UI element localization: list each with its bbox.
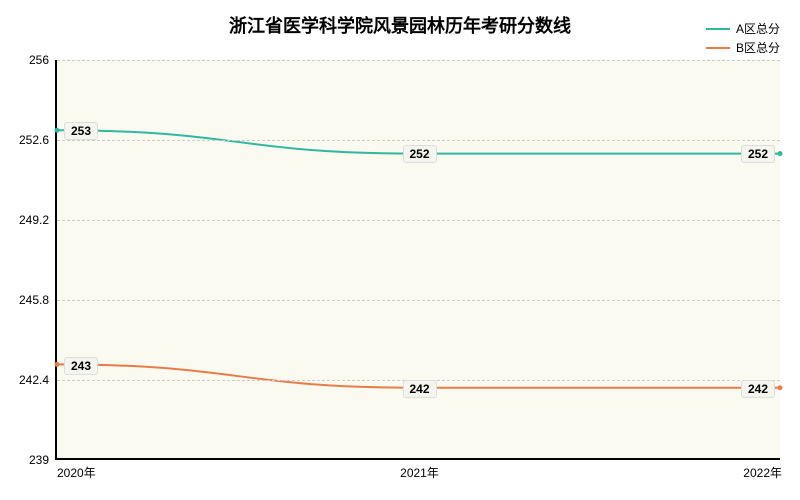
y-tick-label: 245.8	[19, 293, 57, 307]
y-tick-label: 256	[29, 53, 57, 67]
legend-item-a: A区总分	[706, 20, 780, 37]
legend: A区总分 B区总分	[706, 20, 780, 58]
y-tick-label: 252.6	[19, 133, 57, 147]
chart-container: 浙江省医学科学院风景园林历年考研分数线 A区总分 B区总分 239242.424…	[0, 0, 800, 500]
legend-swatch-b	[706, 47, 730, 49]
series-marker	[778, 385, 783, 390]
series-marker	[55, 128, 60, 133]
legend-label-b: B区总分	[736, 39, 780, 56]
data-label: 242	[402, 380, 436, 398]
grid-line	[57, 140, 780, 141]
data-label: 242	[741, 380, 775, 398]
data-label: 252	[741, 145, 775, 163]
series-marker	[778, 151, 783, 156]
legend-label-a: A区总分	[736, 20, 780, 37]
data-label: 243	[64, 357, 98, 375]
data-label: 252	[402, 145, 436, 163]
x-tick-label: 2022年	[743, 458, 782, 481]
x-tick-label: 2021年	[400, 458, 439, 481]
y-tick-label: 242.4	[19, 373, 57, 387]
y-tick-label: 239	[29, 453, 57, 467]
grid-line	[57, 220, 780, 221]
x-tick-label: 2020年	[57, 458, 96, 481]
grid-line	[57, 60, 780, 61]
grid-line	[57, 300, 780, 301]
y-tick-label: 249.2	[19, 213, 57, 227]
chart-title: 浙江省医学科学院风景园林历年考研分数线	[0, 12, 800, 38]
legend-swatch-a	[706, 28, 730, 30]
legend-item-b: B区总分	[706, 39, 780, 56]
series-marker	[55, 362, 60, 367]
data-label: 253	[64, 122, 98, 140]
plot-area: 239242.4245.8249.2252.62562020年2021年2022…	[55, 60, 780, 460]
